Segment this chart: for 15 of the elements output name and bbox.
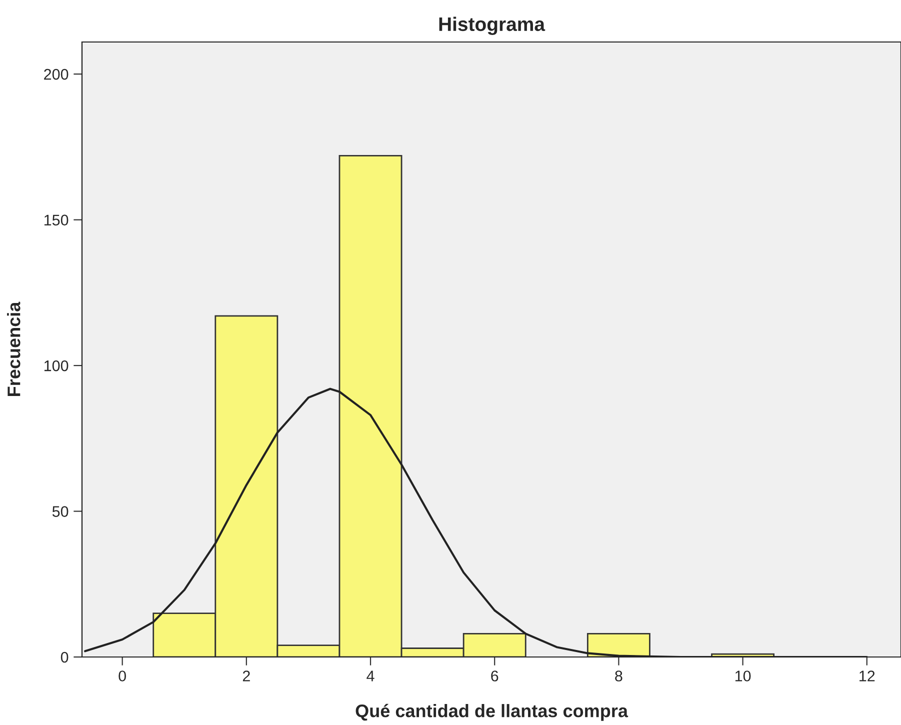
x-tick-label: 6 [491,670,498,682]
y-axis-title: Frecuencia [7,302,20,396]
y-tick-label: 0 [60,652,68,663]
x-tick-label: 4 [366,670,374,682]
x-tick-label: 8 [615,670,622,682]
x-tick-label: 10 [735,670,751,682]
x-tick-label: 12 [860,670,875,682]
y-tick-label: 100 [44,360,68,372]
y-tick-label: 150 [44,214,68,226]
x-tick-label: 2 [242,670,250,682]
y-tick-label: 50 [52,506,68,517]
y-tick-label: 200 [44,68,68,80]
x-tick-label: 0 [118,670,126,682]
chart-title: Histograma [439,16,546,36]
x-axis-title: Qué cantidad de llantas compra [356,704,628,721]
